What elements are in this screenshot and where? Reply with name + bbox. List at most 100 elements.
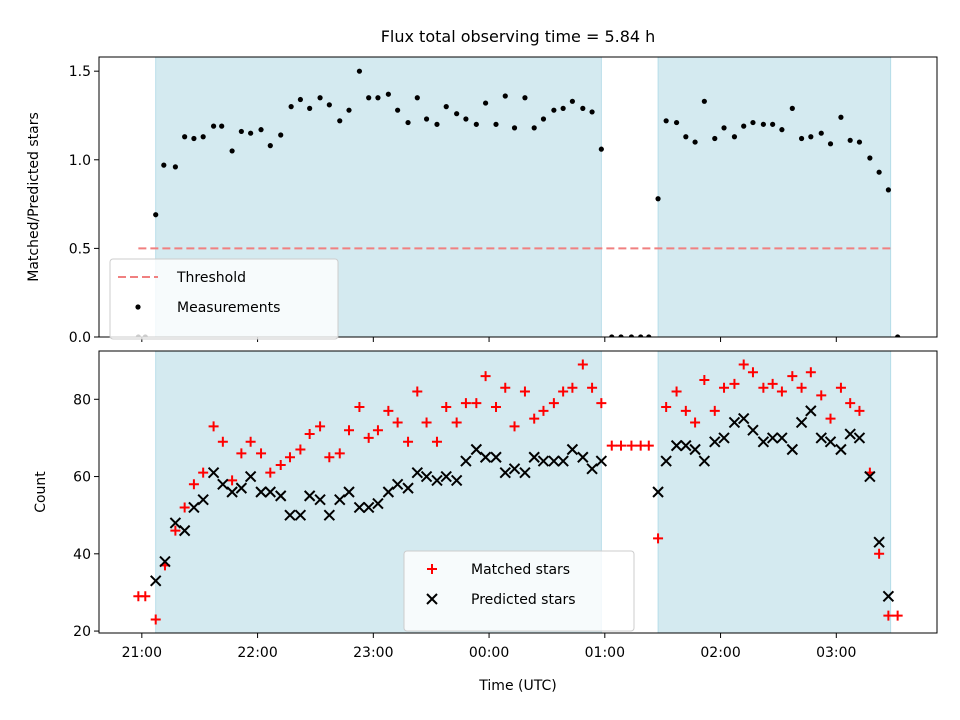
matched-star-point: [892, 610, 903, 621]
matched-star-point: [265, 467, 276, 478]
predicted-star-point: [557, 455, 569, 467]
predicted-star-point: [805, 405, 817, 417]
measurement-point: [443, 104, 449, 110]
predicted-star-point: [652, 486, 664, 498]
predicted-star-point: [873, 536, 885, 548]
x-tick-label: 23:00: [353, 645, 393, 661]
measurement-point: [741, 123, 747, 129]
measurement-point: [473, 121, 479, 127]
predicted-star-point: [314, 494, 326, 506]
matched-star-point: [626, 440, 637, 451]
matched-star-point: [616, 440, 627, 451]
matched-star-point: [680, 405, 691, 416]
predicted-star-point: [294, 509, 307, 521]
matched-star-point: [699, 374, 710, 385]
matched-star-point: [738, 359, 749, 370]
predicted-star-point: [264, 486, 277, 498]
predicted-star-point: [786, 443, 799, 456]
predicted-star-point: [815, 432, 827, 444]
measurement-point: [356, 68, 363, 74]
y-tick-label: 40: [73, 547, 91, 563]
predicted-star-point: [207, 466, 220, 479]
measurement-point: [818, 130, 824, 136]
measurement-point: [867, 155, 873, 161]
matched-star-point: [150, 614, 161, 625]
matched-star-point: [392, 417, 403, 428]
predicted-star-point: [709, 436, 721, 448]
measurement-point: [191, 135, 197, 142]
matched-star-point: [372, 425, 383, 436]
measurement-point: [760, 121, 766, 127]
measurement-point: [731, 134, 738, 140]
predicted-star-point: [362, 501, 375, 514]
matched-star-point: [854, 405, 865, 416]
matched-star-point: [315, 421, 326, 432]
measurement-point: [551, 107, 557, 113]
predicted-star-point: [303, 490, 316, 502]
matched-star-point: [558, 386, 569, 397]
predicted-star-point: [402, 482, 414, 494]
matched-star-point: [776, 386, 787, 397]
series-predicted-stars: [150, 405, 895, 603]
measurement-point: [540, 116, 547, 122]
predicted-star-point: [537, 455, 550, 467]
predicted-star-point: [372, 497, 384, 510]
measurement-point: [663, 118, 669, 124]
predicted-star-point: [499, 466, 511, 479]
legend-label: Measurements: [177, 300, 280, 316]
predicted-star-point: [391, 478, 404, 490]
predicted-star-point: [450, 474, 463, 487]
predicted-star-point: [150, 575, 162, 587]
predicted-star-point: [680, 439, 692, 452]
predicted-star-point: [586, 463, 598, 475]
matched-star-point: [140, 591, 151, 602]
measurement-point: [673, 119, 680, 126]
measurement-point: [395, 107, 401, 113]
predicted-star-point: [343, 486, 355, 498]
matched-star-point: [587, 382, 598, 393]
predicted-star-point: [217, 478, 229, 490]
matched-star-point: [383, 405, 394, 416]
matched-star-point: [217, 436, 228, 447]
matched-star-point: [874, 548, 885, 559]
matched-star-point: [835, 382, 846, 393]
matched-star-point: [653, 533, 664, 544]
matched-star-point: [719, 382, 730, 393]
predicted-star-point: [323, 509, 336, 521]
y-axis-label: Matched/Predicted stars: [26, 112, 42, 282]
measurement-point: [560, 105, 566, 111]
matched-star-point: [747, 367, 758, 378]
predicted-star-point: [670, 439, 683, 452]
measurement-point: [248, 130, 254, 136]
matched-star-point: [480, 371, 491, 382]
predicted-star-point: [255, 486, 267, 498]
measurement-point: [200, 134, 206, 140]
measurement-point: [789, 105, 795, 111]
matched-star-point: [709, 405, 720, 416]
predicted-star-point: [548, 455, 560, 467]
measurement-point: [317, 95, 323, 101]
matched-star-point: [471, 398, 482, 409]
predicted-star-point: [440, 470, 452, 483]
measurement-point: [346, 107, 352, 113]
matched-star-point: [729, 378, 740, 389]
measurement-point: [297, 96, 303, 103]
observing-span: [657, 57, 892, 337]
predicted-star-point: [844, 428, 856, 440]
matched-star-point: [883, 610, 894, 621]
matched-star-point: [460, 398, 471, 409]
matched-star-point: [690, 417, 701, 428]
predicted-star-point: [460, 455, 472, 467]
measurement-point: [423, 116, 430, 122]
ratio-panel: 0.0 0.5 1.0 1.5 Matched/Predicted stars Thres…: [26, 56, 938, 346]
matched-star-point: [284, 452, 295, 463]
measurement-point: [288, 104, 294, 110]
predicted-star-point: [178, 524, 191, 537]
matched-star-point: [519, 386, 530, 397]
measurement-point: [770, 121, 776, 127]
measurement-point: [638, 334, 644, 337]
measurement-point: [229, 148, 235, 154]
measurement-point: [628, 334, 635, 337]
predicted-star-point: [882, 590, 895, 603]
